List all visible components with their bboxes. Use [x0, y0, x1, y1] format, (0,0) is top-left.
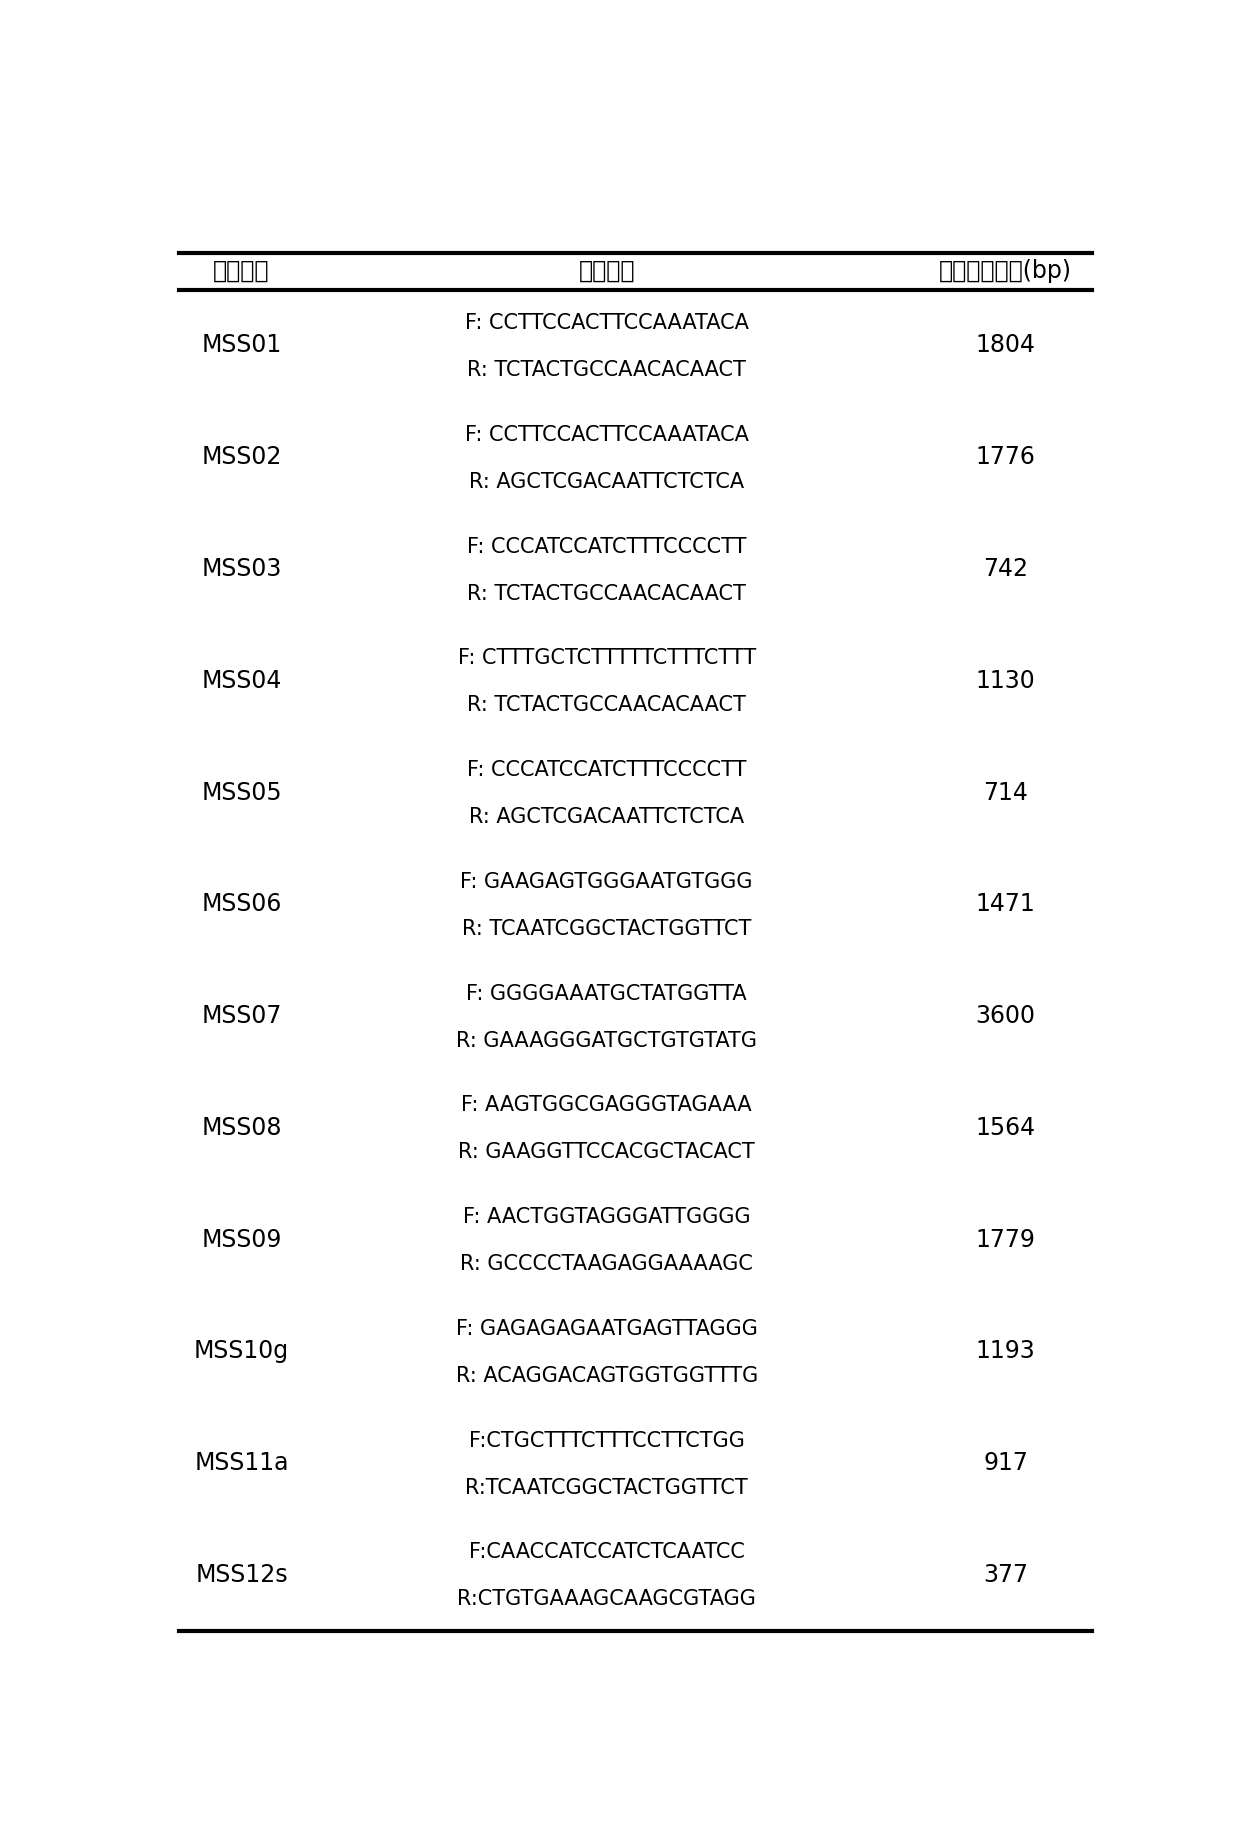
Text: MSS05: MSS05	[201, 780, 281, 804]
Text: F: GGGGAAATGCTATGGTTA: F: GGGGAAATGCTATGGTTA	[466, 983, 746, 1004]
Text: MSS02: MSS02	[201, 445, 281, 469]
Text: R: AGCTCGACAATTCTCTCA: R: AGCTCGACAATTCTCTCA	[469, 472, 744, 493]
Text: 引物名称: 引物名称	[213, 258, 270, 282]
Text: F: CCTTCCACTTCCAAATACA: F: CCTTCCACTTCCAAATACA	[465, 314, 749, 334]
Text: 1776: 1776	[976, 445, 1035, 469]
Text: 引物序列: 引物序列	[578, 258, 635, 282]
Text: R:CTGTGAAAGCAAGCGTAGG: R:CTGTGAAAGCAAGCGTAGG	[458, 1589, 756, 1609]
Text: R: ACAGGACAGTGGTGGTTTG: R: ACAGGACAGTGGTGGTTTG	[455, 1365, 758, 1386]
Text: F: CCCATCCATCTTTCCCCTT: F: CCCATCCATCTTTCCCCTT	[467, 760, 746, 780]
Text: R: TCAATCGGCTACTGGTTCT: R: TCAATCGGCTACTGGTTCT	[463, 919, 751, 939]
Text: 1471: 1471	[976, 893, 1035, 917]
Text: MSS10g: MSS10g	[193, 1339, 289, 1363]
Text: 1779: 1779	[976, 1227, 1035, 1251]
Text: R: GCCCCTAAGAGGAAAAGC: R: GCCCCTAAGAGGAAAAGC	[460, 1255, 753, 1275]
Text: 1130: 1130	[976, 668, 1035, 692]
Text: MSS04: MSS04	[201, 668, 281, 692]
Text: F: AACTGGTAGGGATTGGGG: F: AACTGGTAGGGATTGGGG	[463, 1207, 750, 1227]
Text: 742: 742	[983, 557, 1028, 581]
Text: 377: 377	[983, 1563, 1028, 1587]
Text: 扩增片段大小(bp): 扩增片段大小(bp)	[939, 258, 1073, 282]
Text: R: TCTACTGCCAACACAACT: R: TCTACTGCCAACACAACT	[467, 360, 746, 380]
Text: MSS09: MSS09	[201, 1227, 281, 1251]
Text: F: GAGAGAGAATGAGTTAGGG: F: GAGAGAGAATGAGTTAGGG	[456, 1319, 758, 1339]
Text: F: CTTTGCTCTTTTTCTTTCTTT: F: CTTTGCTCTTTTTCTTTCTTT	[458, 648, 756, 668]
Text: F:CTGCTTTCTTTCCTTCTGG: F:CTGCTTTCTTTCCTTCTGG	[469, 1430, 744, 1450]
Text: 714: 714	[983, 780, 1028, 804]
Text: 3600: 3600	[976, 1004, 1035, 1028]
Text: R: TCTACTGCCAACACAACT: R: TCTACTGCCAACACAACT	[467, 583, 746, 603]
Text: F: AAGTGGCGAGGGTAGAAA: F: AAGTGGCGAGGGTAGAAA	[461, 1096, 751, 1116]
Text: R:TCAATCGGCTACTGGTTCT: R:TCAATCGGCTACTGGTTCT	[465, 1478, 748, 1498]
Text: 1804: 1804	[976, 334, 1035, 358]
Text: R: GAAAGGGATGCTGTGTATG: R: GAAAGGGATGCTGTGTATG	[456, 1031, 758, 1050]
Text: 917: 917	[983, 1450, 1028, 1474]
Text: 1564: 1564	[976, 1116, 1035, 1140]
Text: MSS12s: MSS12s	[195, 1563, 288, 1587]
Text: MSS06: MSS06	[201, 893, 281, 917]
Text: R: AGCTCGACAATTCTCTCA: R: AGCTCGACAATTCTCTCA	[469, 806, 744, 827]
Text: MSS08: MSS08	[201, 1116, 281, 1140]
Text: F:CAACCATCCATCTCAATCC: F:CAACCATCCATCTCAATCC	[469, 1542, 744, 1563]
Text: MSS01: MSS01	[201, 334, 281, 358]
Text: MSS11a: MSS11a	[195, 1450, 289, 1474]
Text: F: CCTTCCACTTCCAAATACA: F: CCTTCCACTTCCAAATACA	[465, 424, 749, 445]
Text: F: GAAGAGTGGGAATGTGGG: F: GAAGAGTGGGAATGTGGG	[460, 873, 753, 891]
Text: MSS07: MSS07	[201, 1004, 281, 1028]
Text: MSS03: MSS03	[201, 557, 281, 581]
Text: R: TCTACTGCCAACACAACT: R: TCTACTGCCAACACAACT	[467, 696, 746, 716]
Text: R: GAAGGTTCCACGCTACACT: R: GAAGGTTCCACGCTACACT	[459, 1142, 755, 1162]
Text: F: CCCATCCATCTTTCCCCTT: F: CCCATCCATCTTTCCCCTT	[467, 537, 746, 557]
Text: 1193: 1193	[976, 1339, 1035, 1363]
